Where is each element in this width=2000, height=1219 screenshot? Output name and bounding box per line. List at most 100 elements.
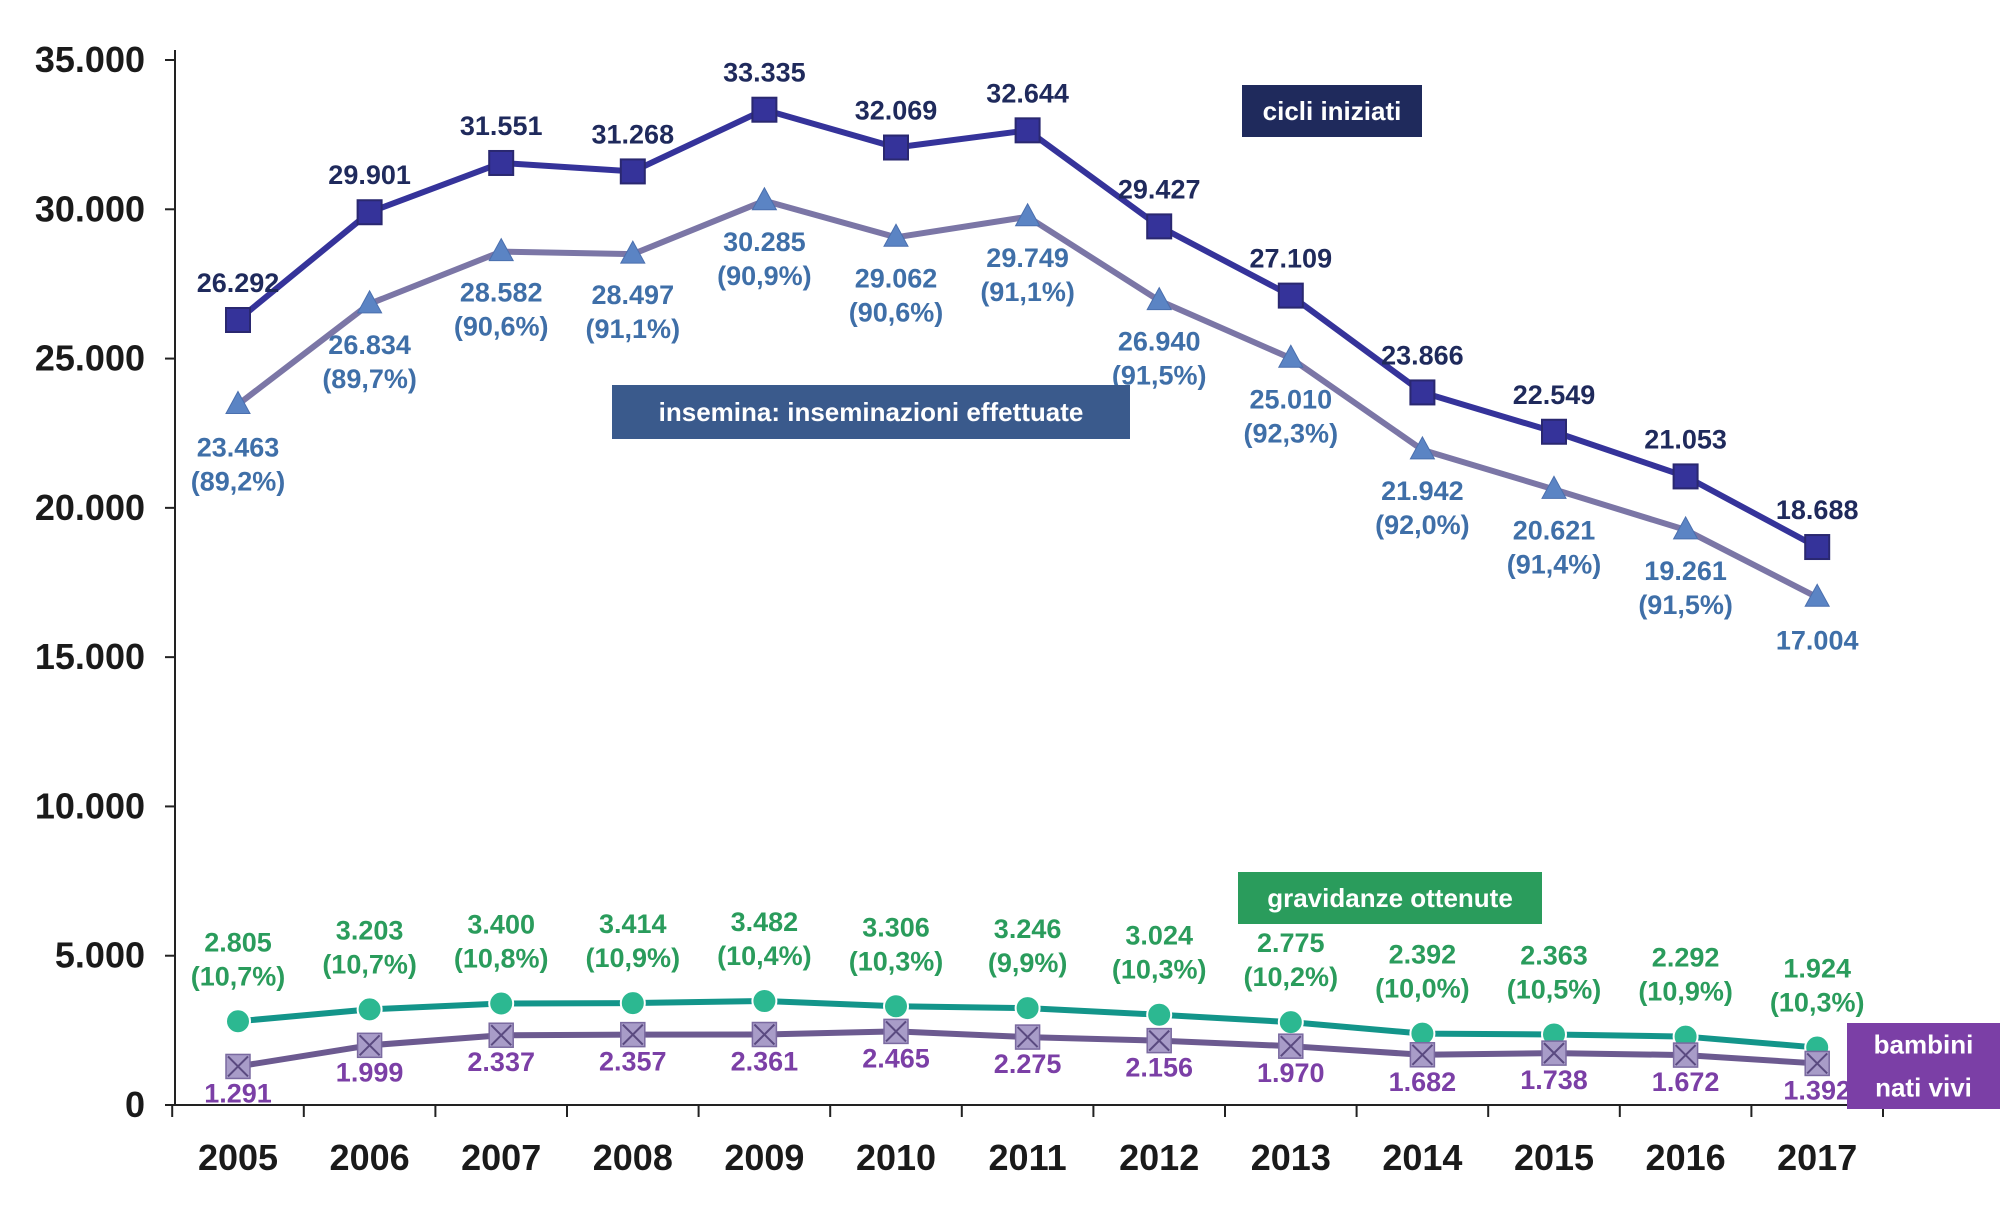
data-point-xsquare-cross bbox=[227, 1055, 249, 1078]
data-point-triangle bbox=[883, 223, 909, 247]
data-label-gravidanze: 3.306 bbox=[862, 912, 930, 942]
data-point-circle bbox=[356, 996, 383, 1023]
x-tick-label: 2005 bbox=[198, 1137, 278, 1178]
data-label-bambini: 1.970 bbox=[1257, 1058, 1325, 1088]
data-label-inseminazioni: 28.582 bbox=[460, 278, 543, 308]
data-point-triangle bbox=[488, 237, 515, 262]
data-point-xsquare-cross bbox=[1280, 1035, 1302, 1057]
data-label-inseminazioni: 29.062 bbox=[855, 263, 938, 293]
data-point-triangle bbox=[225, 390, 251, 414]
data-point-xsquare-cross bbox=[1016, 1026, 1039, 1048]
data-label-inseminazioni: 17.004 bbox=[1776, 625, 1859, 655]
data-label-inseminazioni-pct: (89,2%) bbox=[191, 466, 286, 496]
data-label-inseminazioni-pct: (91,1%) bbox=[586, 314, 681, 344]
x-tick-label: 2013 bbox=[1251, 1137, 1331, 1178]
data-label-gravidanze-pct: (10,3%) bbox=[1112, 955, 1207, 985]
data-point-xsquare-cross bbox=[358, 1034, 381, 1057]
data-label-inseminazioni: 28.497 bbox=[592, 280, 675, 310]
data-point-triangle bbox=[1804, 583, 1831, 607]
data-label-gravidanze: 3.246 bbox=[994, 914, 1062, 944]
y-tick-label: 25.000 bbox=[35, 338, 145, 379]
data-label-bambini: 2.275 bbox=[994, 1049, 1062, 1079]
data-label-inseminazioni: 30.285 bbox=[723, 227, 806, 257]
data-label-cicli: 31.551 bbox=[460, 111, 543, 141]
data-label-cicli: 33.335 bbox=[723, 58, 806, 88]
data-label-gravidanze-pct: (10,9%) bbox=[586, 943, 681, 973]
data-label-inseminazioni: 29.749 bbox=[986, 243, 1069, 273]
data-label-cicli: 32.069 bbox=[855, 96, 938, 126]
data-point-square bbox=[225, 306, 251, 333]
data-label-cicli: 29.901 bbox=[328, 160, 411, 190]
data-point-square bbox=[1804, 534, 1831, 561]
data-label-bambini: 1.291 bbox=[204, 1078, 272, 1108]
x-tick-label: 2006 bbox=[330, 1137, 410, 1178]
data-label-gravidanze-pct: (10,8%) bbox=[454, 943, 549, 973]
data-point-square bbox=[1672, 463, 1699, 490]
data-point-circle bbox=[1014, 995, 1041, 1022]
data-label-gravidanze-pct: (10,3%) bbox=[849, 946, 944, 976]
data-point-square bbox=[619, 158, 646, 185]
data-label-bambini: 1.738 bbox=[1520, 1065, 1588, 1095]
data-label-gravidanze-pct: (10,0%) bbox=[1375, 974, 1470, 1004]
y-tick-label: 5.000 bbox=[55, 935, 145, 976]
series-label-inseminazioni-box bbox=[612, 385, 1130, 439]
data-point-triangle bbox=[1277, 344, 1304, 368]
data-label-gravidanze: 2.292 bbox=[1652, 943, 1720, 973]
data-label-bambini: 1.682 bbox=[1389, 1067, 1457, 1097]
x-tick-label: 2010 bbox=[856, 1137, 936, 1178]
data-label-cicli: 31.268 bbox=[592, 119, 675, 149]
data-point-circle bbox=[1409, 1020, 1436, 1047]
data-label-inseminazioni-pct: (90,6%) bbox=[454, 312, 549, 342]
data-label-cicli: 27.109 bbox=[1250, 244, 1333, 274]
data-label-inseminazioni-pct: (90,9%) bbox=[717, 261, 812, 291]
data-point-square bbox=[1409, 379, 1436, 406]
data-point-circle bbox=[883, 993, 909, 1020]
data-label-inseminazioni-pct: (90,6%) bbox=[849, 297, 944, 327]
data-point-square bbox=[356, 199, 383, 226]
data-label-cicli: 18.688 bbox=[1776, 495, 1859, 525]
y-tick-label: 10.000 bbox=[35, 785, 145, 826]
data-label-gravidanze: 3.400 bbox=[467, 909, 535, 939]
data-label-cicli: 22.549 bbox=[1513, 380, 1596, 410]
data-point-triangle bbox=[1541, 475, 1567, 499]
data-label-gravidanze: 2.805 bbox=[204, 927, 272, 957]
x-tick-label: 2015 bbox=[1514, 1137, 1594, 1178]
y-tick-label: 0 bbox=[125, 1084, 145, 1125]
data-label-gravidanze: 3.482 bbox=[731, 907, 799, 937]
data-label-inseminazioni: 25.010 bbox=[1250, 384, 1333, 414]
data-point-triangle bbox=[1146, 286, 1173, 311]
data-label-inseminazioni-pct: (91,5%) bbox=[1638, 590, 1733, 620]
data-label-cicli: 29.427 bbox=[1118, 174, 1201, 204]
series-label-bambini: bambini bbox=[1874, 1030, 1974, 1060]
x-tick-label: 2007 bbox=[461, 1137, 541, 1178]
data-point-xsquare-cross bbox=[753, 1023, 776, 1046]
data-label-bambini: 1.392 bbox=[1783, 1075, 1851, 1105]
y-tick-label: 15.000 bbox=[35, 636, 145, 677]
data-label-inseminazioni: 23.463 bbox=[197, 432, 280, 462]
data-point-square bbox=[1146, 213, 1173, 240]
data-label-gravidanze-pct: (10,7%) bbox=[191, 961, 286, 991]
data-label-bambini: 2.465 bbox=[862, 1043, 930, 1073]
data-point-square bbox=[1277, 282, 1304, 309]
data-label-inseminazioni-pct: (89,7%) bbox=[322, 364, 417, 394]
data-label-inseminazioni: 21.942 bbox=[1381, 476, 1464, 506]
data-label-cicli: 21.053 bbox=[1644, 424, 1727, 454]
data-point-xsquare-cross bbox=[885, 1020, 907, 1043]
data-label-inseminazioni-pct: (92,0%) bbox=[1375, 510, 1470, 540]
data-label-bambini: 2.361 bbox=[731, 1047, 799, 1077]
data-point-xsquare-cross bbox=[490, 1024, 512, 1046]
data-label-inseminazioni: 26.834 bbox=[328, 330, 411, 360]
data-label-cicli: 26.292 bbox=[197, 268, 280, 298]
data-point-square bbox=[1541, 418, 1567, 445]
series-label-gravidanze-box bbox=[1238, 872, 1542, 924]
data-point-triangle bbox=[751, 186, 778, 211]
data-label-inseminazioni: 26.940 bbox=[1118, 327, 1201, 357]
series-label-cicli: cicli iniziati bbox=[1263, 96, 1402, 126]
data-label-inseminazioni: 20.621 bbox=[1513, 515, 1596, 545]
data-label-gravidanze-pct: (10,3%) bbox=[1770, 988, 1865, 1018]
data-label-bambini: 2.357 bbox=[599, 1047, 667, 1077]
y-tick-label: 30.000 bbox=[35, 188, 145, 229]
data-label-gravidanze: 2.775 bbox=[1257, 928, 1325, 958]
